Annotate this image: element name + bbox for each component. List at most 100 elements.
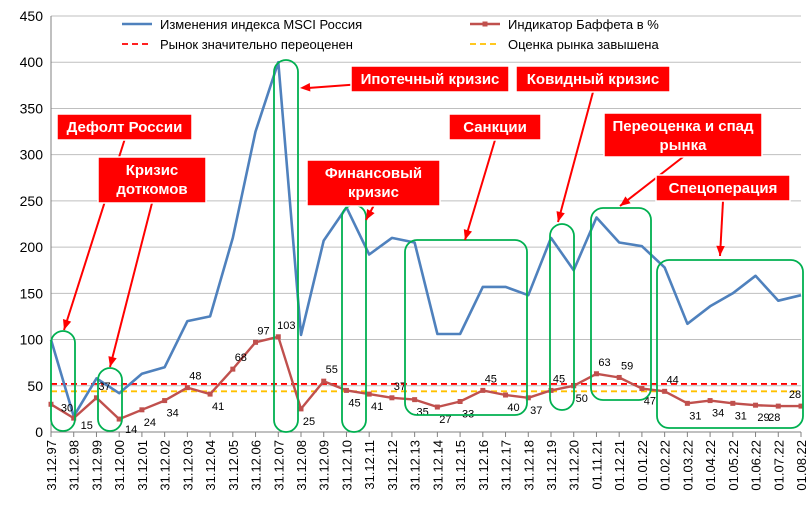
legend-label: Изменения индекса MSCI Россия bbox=[160, 17, 362, 32]
x-tick-label: 31.12.00 bbox=[112, 440, 127, 491]
x-tick-label: 31.12.07 bbox=[271, 440, 286, 491]
x-tick-label: 01.02.22 bbox=[658, 440, 673, 491]
data-label: 37 bbox=[394, 381, 406, 393]
x-tick-label: 31.12.20 bbox=[567, 440, 582, 491]
x-tick-label: 01.12.21 bbox=[612, 440, 627, 491]
x-tick-label: 01.07.22 bbox=[771, 440, 786, 491]
data-point bbox=[184, 385, 190, 391]
data-label: 27 bbox=[439, 414, 451, 426]
x-tick-label: 01.01.22 bbox=[635, 440, 650, 491]
data-point bbox=[503, 392, 509, 398]
annotation-arrow bbox=[619, 156, 684, 207]
data-point bbox=[434, 404, 440, 410]
data-point bbox=[275, 334, 281, 340]
data-label: 35 bbox=[417, 407, 429, 419]
annotation-label: Санкции bbox=[463, 119, 527, 136]
y-tick-label: 200 bbox=[20, 239, 44, 255]
data-point bbox=[684, 400, 690, 406]
series-line bbox=[50, 335, 801, 421]
data-point bbox=[662, 388, 668, 394]
data-label: 45 bbox=[348, 397, 360, 409]
data-point bbox=[207, 391, 213, 397]
data-label: 34 bbox=[167, 408, 179, 420]
data-point bbox=[457, 398, 463, 404]
x-tick-label: 31.12.18 bbox=[521, 440, 536, 491]
y-tick-label: 300 bbox=[20, 147, 44, 163]
highlight-region bbox=[590, 207, 652, 401]
data-label: 25 bbox=[303, 416, 315, 428]
x-tick-label: 01.05.22 bbox=[726, 440, 741, 491]
x-tick-label: 31.12.04 bbox=[203, 440, 218, 491]
y-tick-label: 100 bbox=[20, 332, 44, 348]
data-label: 41 bbox=[212, 401, 224, 413]
data-point bbox=[412, 397, 418, 403]
data-point bbox=[753, 402, 759, 408]
annotation-label: Ипотечный кризис bbox=[361, 71, 500, 88]
data-point bbox=[321, 378, 327, 384]
annotation-label: Кризис доткомов bbox=[116, 162, 187, 198]
x-tick-label: 31.12.02 bbox=[158, 440, 173, 491]
data-point bbox=[616, 374, 622, 380]
x-tick-label: 31.12.15 bbox=[453, 440, 468, 491]
x-tick-label: 31.12.11 bbox=[362, 440, 377, 490]
annotation-box bbox=[56, 113, 193, 141]
x-tick-label: 31.12.14 bbox=[430, 440, 445, 491]
arrow-head bbox=[63, 319, 72, 330]
x-tick-label: 01.03.22 bbox=[680, 440, 695, 491]
x-tick-label: 31.12.13 bbox=[408, 440, 423, 491]
legend-marker bbox=[482, 21, 488, 27]
annotation-box bbox=[603, 112, 763, 158]
data-label: 15 bbox=[81, 420, 93, 432]
y-tick-label: 450 bbox=[20, 8, 44, 24]
data-label: 63 bbox=[598, 357, 610, 369]
data-point bbox=[775, 403, 781, 409]
annotation-label: Спецоперация bbox=[669, 180, 778, 197]
x-tick-label: 31.12.05 bbox=[226, 440, 241, 491]
arrow-head bbox=[556, 211, 565, 222]
data-point bbox=[93, 395, 99, 401]
data-point bbox=[253, 339, 259, 345]
y-tick-label: 0 bbox=[35, 424, 43, 440]
annotation-box bbox=[515, 65, 671, 93]
y-tick-label: 150 bbox=[20, 285, 44, 301]
annotation-arrow bbox=[464, 139, 496, 241]
data-label: 34 bbox=[712, 408, 724, 420]
data-point bbox=[798, 403, 804, 409]
data-point bbox=[162, 398, 168, 404]
x-tick-label: 31.12.03 bbox=[180, 440, 195, 491]
data-label: 103 bbox=[277, 320, 295, 332]
annotation-label: Дефолт России bbox=[67, 119, 183, 136]
data-point bbox=[230, 366, 236, 372]
x-tick-label: 31.12.19 bbox=[544, 440, 559, 491]
y-tick-label: 50 bbox=[27, 378, 43, 394]
x-tick-label: 01.06.22 bbox=[749, 440, 764, 491]
data-point bbox=[730, 400, 736, 406]
highlight-region bbox=[273, 59, 299, 433]
data-label: 29 bbox=[757, 412, 769, 424]
data-label: 14 bbox=[125, 424, 137, 436]
data-label: 48 bbox=[189, 371, 201, 383]
y-tick-label: 400 bbox=[20, 54, 44, 70]
data-point bbox=[366, 391, 372, 397]
arrow-head bbox=[463, 229, 472, 240]
annotation-arrow bbox=[109, 202, 153, 368]
data-point bbox=[389, 395, 395, 401]
data-label: 44 bbox=[667, 374, 679, 386]
x-tick-label: 31.12.97 bbox=[44, 440, 59, 491]
legend-label: Индикатор Баффета в % bbox=[508, 17, 659, 32]
arrow-head bbox=[366, 209, 375, 220]
data-point bbox=[593, 371, 599, 377]
data-point bbox=[548, 387, 554, 393]
annotation-box bbox=[655, 174, 791, 202]
x-tick-label: 31.12.16 bbox=[476, 440, 491, 491]
data-label: 59 bbox=[621, 360, 633, 372]
annotation-arrow bbox=[557, 91, 594, 223]
data-point bbox=[480, 387, 486, 393]
x-tick-label: 31.12.17 bbox=[499, 440, 514, 491]
highlight-region bbox=[404, 239, 528, 416]
data-label: 37 bbox=[98, 381, 110, 393]
x-tick-label: 01.11.21 bbox=[589, 440, 604, 490]
data-label: 30 bbox=[61, 402, 73, 414]
data-label: 50 bbox=[576, 393, 588, 405]
